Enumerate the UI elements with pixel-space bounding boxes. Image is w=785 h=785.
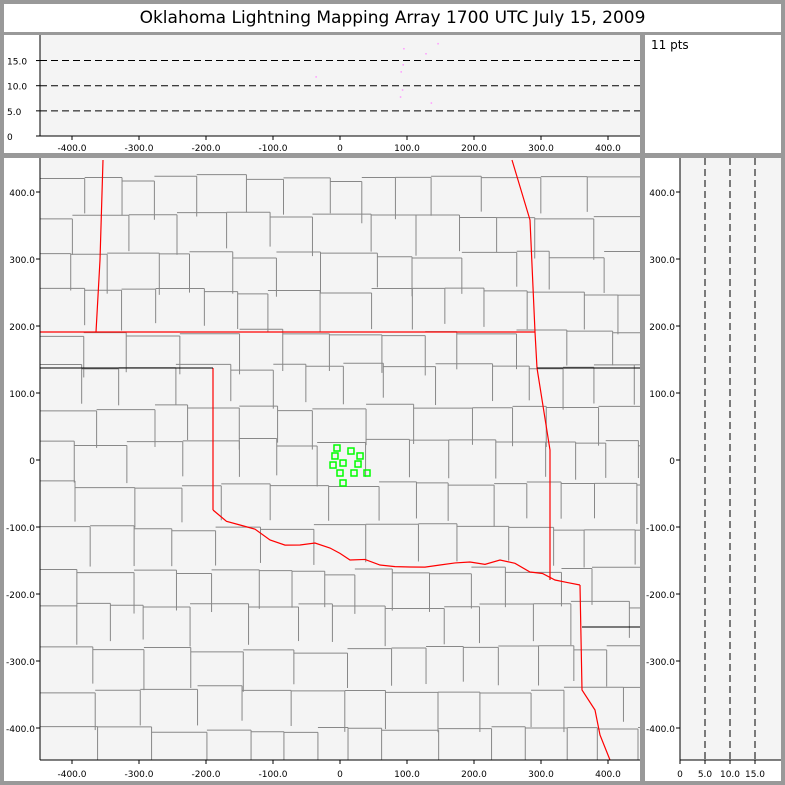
y-tick-label: -300.0 <box>6 658 35 668</box>
altitude-point <box>400 71 402 73</box>
altitude-point <box>425 53 427 55</box>
lightning-source-marker <box>354 460 362 468</box>
y-tick-label: 300.0 <box>9 256 35 266</box>
altitude-north-south-panel: 400.0 300.0 200.0 100.0 0 -100.0 -200.0 -300.0 -… <box>645 158 781 781</box>
x-tick-label: -200.0 <box>191 144 220 153</box>
y-tick-label: 200.0 <box>649 323 675 333</box>
red-river-border <box>212 509 581 586</box>
y-tick-label: -300.0 <box>646 658 675 668</box>
lightning-source-marker <box>339 479 347 487</box>
x-tick-label: -400.0 <box>57 770 86 780</box>
x-tick-label: 100.0 <box>394 770 420 780</box>
altitude-point <box>402 64 404 66</box>
altitude-point <box>401 89 404 91</box>
y-tick-label: 100.0 <box>9 390 35 400</box>
y-tick-label: -100.0 <box>6 524 35 534</box>
lightning-source-marker <box>347 447 355 455</box>
x-tick-label: -100.0 <box>258 144 287 153</box>
y-tick-label: 300.0 <box>649 256 675 266</box>
y-tick-label: 0 <box>29 457 35 467</box>
lightning-source-marker <box>356 452 364 460</box>
x-tick-label: -100.0 <box>258 770 287 780</box>
y-tick-label: 0 <box>669 457 675 467</box>
lightning-source-marker <box>331 452 339 460</box>
altitude-east-west-panel: 15.0 10.0 5.0 0 -400.0 -300.0 -200.0 -100.0 0 100… <box>4 35 640 153</box>
x-tick-label: 400.0 <box>595 770 621 780</box>
x-tick-label: -400.0 <box>57 144 86 153</box>
county-lines <box>40 174 640 760</box>
y-tick-label: -200.0 <box>646 591 675 601</box>
y-tick-label: -400.0 <box>6 725 35 735</box>
map-area <box>40 158 640 760</box>
altitude-point <box>403 47 405 50</box>
axis-strip-left <box>4 158 40 781</box>
altitude-point <box>437 42 439 45</box>
x-tick-label: 15.0 <box>745 770 765 780</box>
x-tick-label: 5.0 <box>698 770 713 780</box>
lightning-source-marker <box>333 444 341 452</box>
lightning-source-marker <box>339 459 347 467</box>
axis-strip <box>40 760 640 781</box>
info-panel: 11 pts <box>645 35 781 153</box>
lightning-source-marker <box>336 469 344 477</box>
y-tick-label: 400.0 <box>649 189 675 199</box>
lightning-source-marker <box>329 461 337 469</box>
colorado-kansas-border <box>95 159 104 333</box>
y-tick-label: 200.0 <box>9 323 35 333</box>
y-tick-label: 10.0 <box>7 83 27 93</box>
x-tick-label: 200.0 <box>461 770 487 780</box>
x-tick-label: 0 <box>677 770 683 780</box>
altitude-point <box>315 76 317 78</box>
y-tick-label: 5.0 <box>7 108 22 118</box>
x-tick-label: 200.0 <box>461 144 487 153</box>
altitude-point <box>399 96 402 98</box>
lightning-source-marker <box>350 469 358 477</box>
x-tick-label: -200.0 <box>191 770 220 780</box>
altitude-point <box>430 102 433 104</box>
x-tick-label: -300.0 <box>124 144 153 153</box>
y-tick-label: -200.0 <box>6 591 35 601</box>
lightning-source-marker <box>363 469 371 477</box>
texas-arkansas-border <box>579 584 611 761</box>
y-tick-label: -400.0 <box>646 725 675 735</box>
point-count: 11 pts <box>651 38 689 52</box>
y-tick-label: 15.0 <box>7 58 27 68</box>
eastern-border <box>511 159 551 580</box>
x-tick-label: 0 <box>337 144 343 153</box>
x-tick-label: 10.0 <box>720 770 740 780</box>
y-tick-label: 100.0 <box>649 390 675 400</box>
x-tick-label: 400.0 <box>595 144 621 153</box>
x-tick-label: 0 <box>337 770 343 780</box>
x-tick-label: 100.0 <box>394 144 420 153</box>
x-tick-label: 300.0 <box>528 144 554 153</box>
x-tick-label: 300.0 <box>528 770 554 780</box>
x-tick-label: -300.0 <box>124 770 153 780</box>
plot-title: Oklahoma Lightning Mapping Array 1700 UT… <box>4 4 781 32</box>
y-tick-label: -100.0 <box>646 524 675 534</box>
plan-view-map-panel: 400.0 300.0 200.0 100.0 0 -100.0 -200.0 -300.0 -… <box>4 158 640 781</box>
y-tick-label: 400.0 <box>9 189 35 199</box>
y-tick-label: 0 <box>7 133 13 143</box>
